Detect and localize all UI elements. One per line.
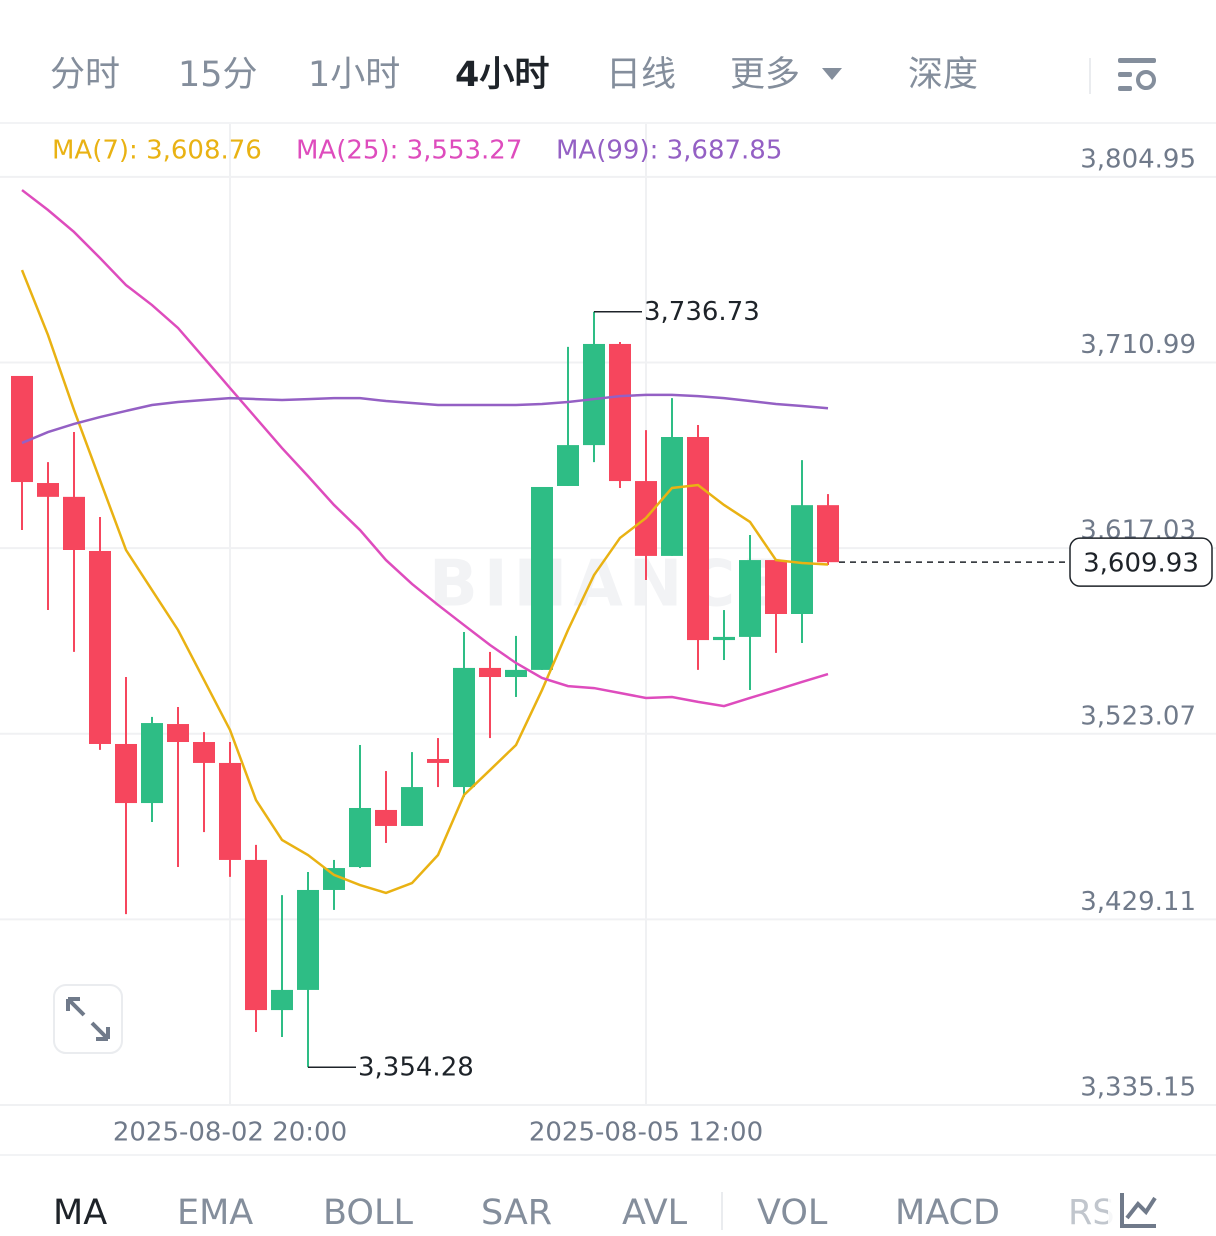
candle-body — [271, 989, 293, 1011]
y-tick-label: 3,710.99 — [1080, 330, 1196, 360]
tab[interactable]: 分时 — [50, 55, 120, 95]
last-price-box — [1069, 537, 1213, 587]
candle-body — [297, 889, 319, 990]
candle-body — [661, 436, 683, 556]
candle-body — [141, 723, 163, 804]
candle-body — [583, 343, 605, 446]
legend-entry: MA(99): 3,687.85 — [556, 136, 782, 166]
candle-body — [427, 758, 449, 763]
settings-icon[interactable] — [1118, 58, 1156, 91]
candle-body — [531, 486, 553, 670]
candle-body — [167, 724, 189, 743]
annotation-label: 3,736.73 — [644, 297, 760, 327]
last-price-label: 3,609.93 — [1083, 549, 1199, 579]
y-tick-label: 3,804.95 — [1080, 144, 1196, 174]
candle-body — [739, 560, 761, 637]
indicator-tab[interactable]: AVL — [622, 1193, 688, 1233]
indicator-tab[interactable]: VOL — [757, 1193, 828, 1233]
expand-button[interactable] — [53, 984, 123, 1054]
tab-active[interactable]: 4小时 — [455, 55, 549, 95]
candle-body — [557, 445, 579, 486]
candle-body — [193, 742, 215, 763]
y-tick-label: 3,429.11 — [1080, 887, 1196, 917]
candle-body — [89, 550, 111, 744]
candle-body — [37, 483, 59, 497]
legend-entry: MA(7): 3,608.76 — [52, 136, 262, 166]
candle-body — [115, 743, 137, 804]
candle-body — [323, 868, 345, 890]
candle-body — [791, 505, 813, 614]
x-tick-label: 2025-08-05 12:00 — [529, 1118, 763, 1148]
candle-body — [11, 375, 33, 483]
ma-line — [20, 269, 829, 895]
tab[interactable]: 更多 — [730, 55, 800, 95]
candle-body — [453, 667, 475, 788]
tab[interactable]: 深度 — [908, 55, 978, 95]
candle-body — [349, 807, 371, 868]
indicator-tab[interactable]: BOLL — [323, 1193, 413, 1233]
candle-body — [401, 787, 423, 826]
candle-body — [479, 667, 501, 678]
candle-body — [687, 436, 709, 641]
tab[interactable]: 15分 — [178, 55, 258, 95]
watermark: BINANCE — [429, 548, 791, 622]
tab[interactable]: 1小时 — [308, 55, 400, 95]
top-bar — [0, 0, 1216, 122]
candle-body — [817, 505, 839, 563]
legend-entry: MA(25): 3,553.27 — [296, 136, 522, 166]
candle-body — [245, 859, 267, 1011]
indicator-tab[interactable]: SAR — [481, 1193, 552, 1233]
marks-layer — [11, 189, 839, 1068]
candle-body — [609, 343, 631, 482]
y-tick-label: 3,523.07 — [1080, 701, 1196, 731]
indicator-settings-icon[interactable] — [1120, 1193, 1157, 1228]
ma-line — [21, 393, 829, 445]
indicator-tab[interactable]: EMA — [177, 1193, 253, 1233]
grid-layer: BINANCE3,335.153,429.113,523.073,617.033… — [0, 123, 1216, 1148]
candle-body — [713, 636, 735, 641]
tab[interactable]: 日线 — [606, 55, 676, 95]
y-tick-label: 3,335.15 — [1080, 1073, 1196, 1103]
x-tick-label: 2025-08-02 20:00 — [113, 1118, 347, 1148]
indicator-tab-active[interactable]: MA — [53, 1193, 107, 1233]
candle-body — [505, 669, 527, 678]
candle-body — [63, 496, 85, 550]
candle-body — [219, 762, 241, 860]
indicator-tab[interactable]: RS — [1068, 1193, 1115, 1233]
candle-body — [765, 560, 787, 614]
overlay-layer: MA(7): 3,608.76 MA(25): 3,553.27 MA(99): 3… — [52, 136, 1213, 1083]
candle-body — [375, 809, 397, 826]
ma-line — [21, 189, 829, 708]
annotation-label: 3,354.28 — [358, 1053, 474, 1083]
indicator-tab[interactable]: MACD — [895, 1193, 1000, 1233]
dropdown-arrow[interactable] — [822, 68, 842, 80]
